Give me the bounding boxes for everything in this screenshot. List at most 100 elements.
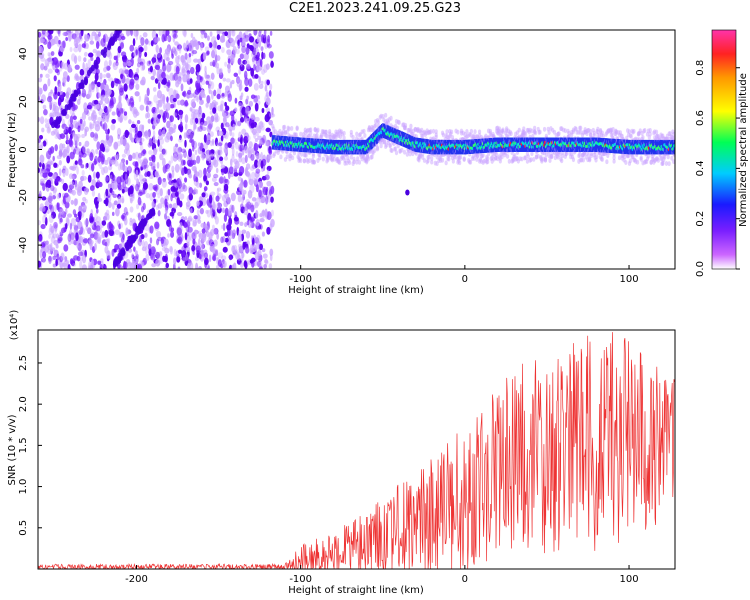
spectrogram-noise-cell (144, 232, 148, 238)
spectrogram-noise-cell (177, 44, 182, 50)
spectrogram-noise-cell (129, 185, 134, 195)
spectrogram-noise-cell (182, 257, 186, 263)
spectrogram-noise-cell (229, 232, 235, 240)
spectrogram-noise-cell (266, 79, 270, 86)
spectrogram-noise-cell (174, 75, 179, 84)
spectrogram-noise-cell (176, 238, 182, 244)
spectrogram-band-halo (670, 155, 674, 161)
spectrogram-noise-cell (191, 245, 196, 252)
spectrogram-noise-cell (229, 128, 233, 137)
spectrogram-noise-cell (221, 167, 225, 176)
spectrogram-band-halo (552, 129, 557, 135)
spectrogram-band-halo (337, 160, 342, 165)
spectrogram-noise-cell (122, 180, 127, 189)
spectrogram-noise-cell (136, 120, 141, 125)
spectrogram-noise-cell (246, 63, 251, 72)
spectrogram-noise-cell (121, 188, 125, 194)
spectrogram-noise-cell (113, 154, 119, 162)
spectrogram-noise-cell (173, 47, 178, 55)
spectrogram-band-halo (403, 149, 407, 155)
spectrogram-noise-cell (239, 95, 243, 101)
spectrogram-noise-cell (213, 173, 219, 179)
spectrogram-noise-cell (270, 60, 274, 68)
spectrogram-noise-cell (87, 102, 93, 110)
spectrogram-noise-cell (135, 30, 139, 37)
spectrogram-noise-cell (137, 197, 142, 206)
spectrogram-noise-cell (96, 178, 100, 183)
spectrogram-noise-cell (245, 245, 250, 254)
spectrogram-marks (38, 30, 675, 269)
spectrogram-noise-cell (218, 82, 222, 89)
spectrogram-isolated-blob (405, 189, 410, 196)
spectrogram-noise-cell (195, 176, 199, 183)
spectrogram-band-halo (486, 151, 491, 157)
spectrogram-noise-cell (185, 224, 190, 233)
spectrogram-noise-cell (152, 69, 157, 77)
spectrogram-noise-cell (168, 87, 174, 97)
spectrogram-band-halo (611, 127, 615, 132)
spectrogram-noise-cell (222, 223, 226, 232)
spectrogram-noise-cell (39, 154, 45, 164)
spectrogram-band-halo (393, 146, 398, 152)
spectrogram-noise-cell (234, 107, 238, 113)
spectrogram-band-halo (624, 160, 628, 165)
spectrogram-noise-cell (101, 94, 106, 102)
spectrogram-noise-cell (255, 168, 261, 174)
spectrogram-noise-cell (78, 180, 83, 189)
spectrogram-noise-cell (114, 243, 120, 251)
spectrogram-noise-cell (149, 225, 154, 234)
spectrogram-noise-cell (177, 266, 181, 269)
spectrogram-noise-cell (265, 97, 271, 106)
spectrogram-band-halo (349, 154, 353, 160)
spectrogram-band-halo (629, 133, 633, 139)
spectrogram-noise-cell (236, 189, 242, 196)
spectrogram-noise-cell (267, 194, 271, 203)
spectrogram-band-halo (390, 148, 394, 153)
spectrogram-band-halo (473, 129, 477, 135)
spectrogram-noise-cell (193, 96, 199, 101)
spectrogram-noise-cell (262, 186, 268, 196)
spectrogram-noise-cell (165, 30, 170, 36)
spectrogram-noise-cell (169, 115, 173, 123)
spectrogram-noise-cell (264, 259, 269, 265)
spectrogram-noise-cell (117, 100, 123, 110)
spectrogram-noise-cell (145, 192, 151, 199)
spectrogram-noise-cell (189, 207, 193, 214)
spectrogram-noise-cell (108, 92, 111, 98)
spectrogram-noise-cell (186, 159, 192, 166)
spectrogram-noise-cell (157, 135, 164, 141)
spectrogram-band-halo (472, 156, 476, 161)
spectrogram-noise-cell (156, 71, 160, 78)
colorbar-label: Normalized spectral amplitude (738, 73, 749, 227)
spectrogram-noise-cell (188, 193, 194, 201)
spectrogram-noise-cell (239, 64, 245, 72)
spectrogram-noise-cell (173, 89, 177, 99)
spectrogram-noise-cell (209, 165, 213, 171)
spectrogram-noise-cell (40, 63, 45, 71)
spectrogram-noise-cell (249, 45, 254, 52)
spectrogram-band-halo (588, 157, 592, 163)
spectrogram-noise-cell (158, 144, 163, 153)
spectrogram-noise-cell (244, 86, 249, 92)
spectrogram-noise-cell (122, 59, 127, 68)
spectrogram-noise-cell (49, 185, 55, 192)
spectrogram-noise-cell (111, 190, 115, 196)
spectrogram-noise-cell (205, 209, 209, 214)
spectrogram-noise-cell (218, 67, 223, 76)
spectrogram-noise-cell (81, 175, 87, 181)
spectrogram-band-halo (587, 153, 591, 158)
spectrogram-noise-cell (92, 171, 96, 180)
spectrogram-noise-cell (50, 130, 56, 136)
spectrogram-noise-cell (246, 63, 251, 70)
spectrogram-band-halo (444, 160, 448, 166)
spectrogram-noise-cell (77, 158, 83, 166)
spectrogram-noise-cell (94, 124, 101, 132)
spectrogram-noise-cell (123, 83, 128, 92)
spectrogram-band-halo (312, 159, 316, 165)
spectrogram-noise-cell (117, 163, 122, 171)
spectrogram-noise-cell (152, 87, 157, 92)
spectrogram-noise-cell (198, 169, 203, 179)
spectrogram-band-halo (449, 129, 454, 135)
spectrogram-band-halo (522, 126, 526, 132)
spectrogram-band-halo (543, 157, 548, 163)
